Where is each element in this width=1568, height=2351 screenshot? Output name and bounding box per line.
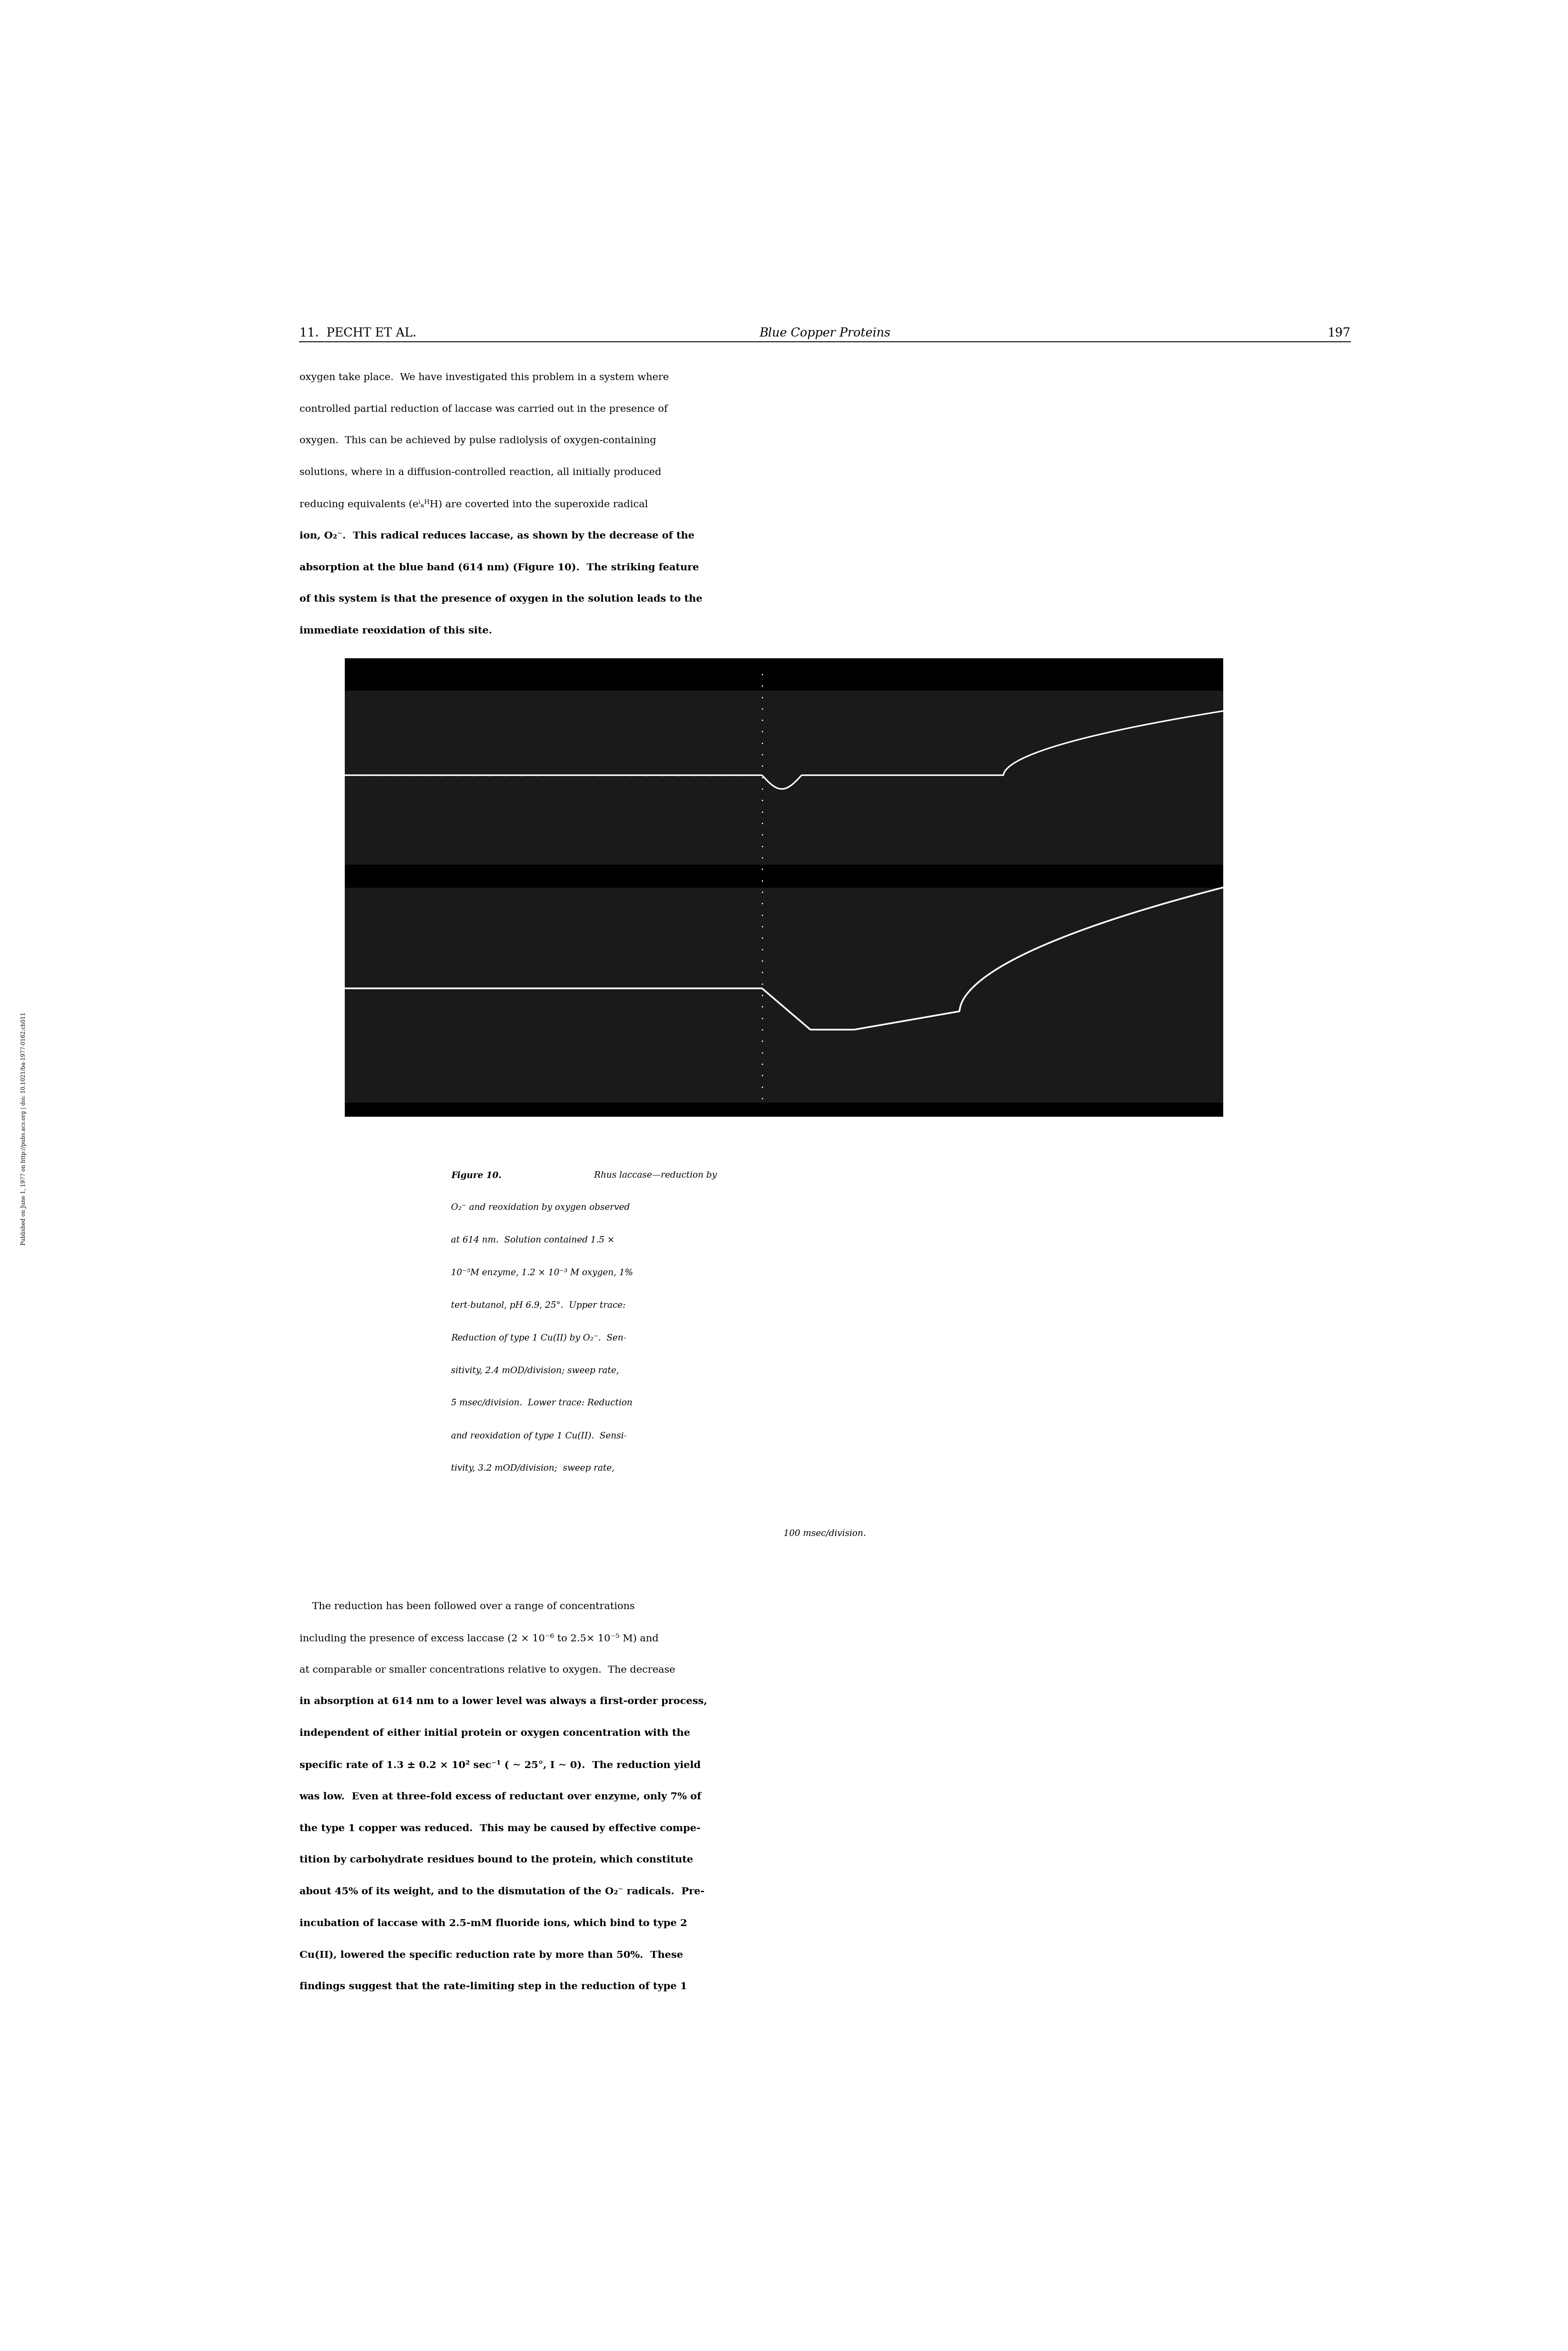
Text: Rhus laccase—reduction by: Rhus laccase—reduction by (588, 1171, 717, 1180)
Bar (345, 865, 1223, 889)
Text: Published on June 1, 1977 on http://pubs.acs.org | doi: 10.1021/ba-1977-0162.ch0: Published on June 1, 1977 on http://pubs… (20, 1011, 27, 1246)
Bar (345, 658, 1223, 691)
Text: including the presence of excess laccase (2 × 10⁻⁶ to 2.5× 10⁻⁵ M) and: including the presence of excess laccase… (299, 1634, 659, 1643)
Text: tivity, 3.2 mOD/division;  sweep rate,: tivity, 3.2 mOD/division; sweep rate, (452, 1465, 615, 1472)
Text: and reoxidation of type 1 Cu(II).  Sensi-: and reoxidation of type 1 Cu(II). Sensi- (452, 1432, 627, 1441)
Text: reducing equivalents (eⁱₐᴴH) are coverted into the superoxide radical: reducing equivalents (eⁱₐᴴH) are coverte… (299, 498, 648, 510)
Text: O₂⁻ and reoxidation by oxygen observed: O₂⁻ and reoxidation by oxygen observed (452, 1204, 630, 1211)
Text: of this system is that the presence of oxygen in the solution leads to the: of this system is that the presence of o… (299, 595, 702, 604)
Text: Reduction of type 1 Cu(II) by O₂⁻.  Sen-: Reduction of type 1 Cu(II) by O₂⁻. Sen- (452, 1333, 627, 1342)
Text: was low.  Even at three-fold excess of reductant over enzyme, only 7% of: was low. Even at three-fold excess of re… (299, 1791, 701, 1801)
Text: findings suggest that the rate-limiting step in the reduction of type 1: findings suggest that the rate-limiting … (299, 1982, 687, 1991)
Text: at comparable or smaller concentrations relative to oxygen.  The decrease: at comparable or smaller concentrations … (299, 1665, 674, 1674)
Text: ion, O₂⁻.  This radical reduces laccase, as shown by the decrease of the: ion, O₂⁻. This radical reduces laccase, … (299, 531, 695, 541)
Text: 10⁻⁵M enzyme, 1.2 × 10⁻³ M oxygen, 1%: 10⁻⁵M enzyme, 1.2 × 10⁻³ M oxygen, 1% (452, 1270, 633, 1277)
Text: 197: 197 (1328, 327, 1350, 339)
Text: tert-butanol, pH 6.9, 25°.  Upper trace:: tert-butanol, pH 6.9, 25°. Upper trace: (452, 1302, 626, 1310)
Text: controlled partial reduction of laccase was carried out in the presence of: controlled partial reduction of laccase … (299, 404, 668, 414)
Text: the type 1 copper was reduced.  This may be caused by effective compe-: the type 1 copper was reduced. This may … (299, 1824, 701, 1834)
Text: at 614 nm.  Solution contained 1.5 ×: at 614 nm. Solution contained 1.5 × (452, 1237, 615, 1244)
Text: Cu(II), lowered the specific reduction rate by more than 50%.  These: Cu(II), lowered the specific reduction r… (299, 1951, 684, 1961)
Text: absorption at the blue band (614 nm) (Figure 10).  The striking feature: absorption at the blue band (614 nm) (Fi… (299, 562, 699, 571)
Bar (345, 1103, 1223, 1117)
Text: 5 msec/division.  Lower trace: Reduction: 5 msec/division. Lower trace: Reduction (452, 1399, 632, 1408)
Text: specific rate of 1.3 ± 0.2 × 10² sec⁻¹ ( ∼ 25°, I ∼ 0).  The reduction yield: specific rate of 1.3 ± 0.2 × 10² sec⁻¹ (… (299, 1761, 701, 1770)
Text: Blue Copper Proteins: Blue Copper Proteins (759, 327, 891, 339)
Text: Figure 10.: Figure 10. (452, 1171, 502, 1180)
Text: in absorption at 614 nm to a lower level was always a first-order process,: in absorption at 614 nm to a lower level… (299, 1697, 707, 1707)
Text: oxygen take place.  We have investigated this problem in a system where: oxygen take place. We have investigated … (299, 374, 668, 383)
Text: tition by carbohydrate residues bound to the protein, which constitute: tition by carbohydrate residues bound to… (299, 1855, 693, 1864)
Text: incubation of laccase with 2.5-mM fluoride ions, which bind to type 2: incubation of laccase with 2.5-mM fluori… (299, 1918, 687, 1928)
Text: independent of either initial protein or oxygen concentration with the: independent of either initial protein or… (299, 1728, 690, 1737)
Text: sitivity, 2.4 mOD/division; sweep rate,: sitivity, 2.4 mOD/division; sweep rate, (452, 1366, 619, 1375)
Bar (345, 879, 1223, 1107)
Text: 11.  PECHT ET AL.: 11. PECHT ET AL. (299, 327, 416, 339)
Text: The reduction has been followed over a range of concentrations: The reduction has been followed over a r… (299, 1601, 635, 1610)
Text: solutions, where in a diffusion-controlled reaction, all initially produced: solutions, where in a diffusion-controll… (299, 468, 662, 477)
Text: immediate reoxidation of this site.: immediate reoxidation of this site. (299, 625, 492, 635)
Text: 100 msec/division.: 100 msec/division. (784, 1531, 866, 1538)
Bar (345, 658, 1223, 879)
Text: oxygen.  This can be achieved by pulse radiolysis of oxygen-containing: oxygen. This can be achieved by pulse ra… (299, 435, 655, 447)
Text: about 45% of its weight, and to the dismutation of the O₂⁻ radicals.  Pre-: about 45% of its weight, and to the dism… (299, 1888, 704, 1897)
